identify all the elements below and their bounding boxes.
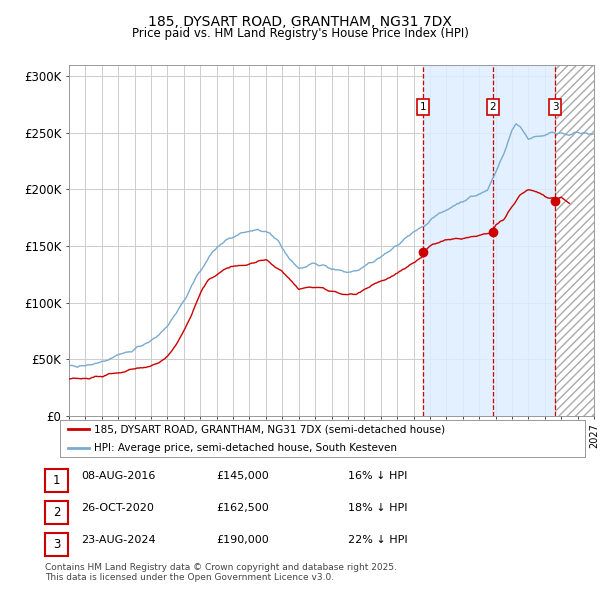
Text: 1: 1 [420, 102, 427, 112]
Text: Contains HM Land Registry data © Crown copyright and database right 2025.
This d: Contains HM Land Registry data © Crown c… [45, 563, 397, 582]
Text: 18% ↓ HPI: 18% ↓ HPI [348, 503, 407, 513]
Text: 3: 3 [53, 538, 60, 551]
Text: 22% ↓ HPI: 22% ↓ HPI [348, 535, 407, 545]
Text: £190,000: £190,000 [216, 535, 269, 545]
Bar [555, 65, 594, 416]
Text: £145,000: £145,000 [216, 471, 269, 481]
Bar [424, 65, 555, 416]
Text: 3: 3 [552, 102, 559, 112]
Text: 2: 2 [489, 102, 496, 112]
Text: 185, DYSART ROAD, GRANTHAM, NG31 7DX: 185, DYSART ROAD, GRANTHAM, NG31 7DX [148, 15, 452, 29]
Text: HPI: Average price, semi-detached house, South Kesteven: HPI: Average price, semi-detached house,… [94, 442, 397, 453]
Text: 23-AUG-2024: 23-AUG-2024 [81, 535, 155, 545]
Text: 2: 2 [53, 506, 60, 519]
Text: 185, DYSART ROAD, GRANTHAM, NG31 7DX (semi-detached house): 185, DYSART ROAD, GRANTHAM, NG31 7DX (se… [94, 424, 445, 434]
Text: £162,500: £162,500 [216, 503, 269, 513]
Text: 08-AUG-2016: 08-AUG-2016 [81, 471, 155, 481]
Text: 16% ↓ HPI: 16% ↓ HPI [348, 471, 407, 481]
Text: Price paid vs. HM Land Registry's House Price Index (HPI): Price paid vs. HM Land Registry's House … [131, 27, 469, 40]
Text: 1: 1 [53, 474, 60, 487]
Text: 26-OCT-2020: 26-OCT-2020 [81, 503, 154, 513]
